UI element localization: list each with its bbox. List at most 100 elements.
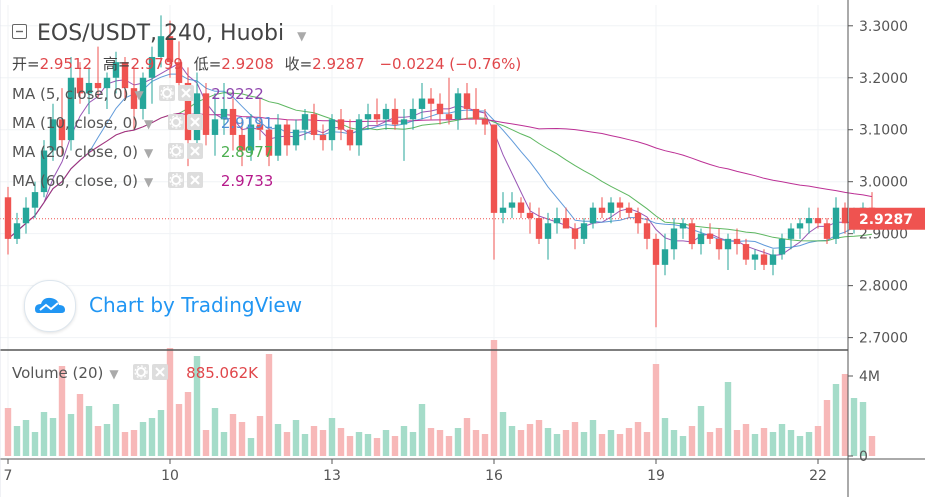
candle-body: [346, 129, 354, 146]
time-tick-label: 19: [647, 468, 665, 484]
indicator-ma10[interactable]: MA (10, close, 0) ▼ 2.9191: [12, 114, 273, 132]
chevron-down-icon[interactable]: ▼: [297, 29, 307, 43]
open-label: 开=: [12, 55, 40, 73]
gear-icon[interactable]: [168, 143, 185, 159]
chevron-down-icon[interactable]: ▼: [134, 88, 144, 102]
cloud-chart-icon: [35, 297, 65, 313]
symbol-legend[interactable]: EOS/USDT, 240, Huobi ▼: [12, 21, 316, 46]
volume-bar: [661, 418, 669, 456]
volume-bar: [850, 398, 858, 456]
chevron-down-icon[interactable]: ▼: [144, 175, 154, 189]
high-label: 高=: [102, 55, 131, 73]
indicator-ma60[interactable]: MA (60, close, 0) ▼ 2.9733: [12, 172, 273, 190]
volume-bar: [643, 432, 651, 456]
candle-body: [454, 93, 462, 120]
open-value: 2.9512: [39, 55, 93, 73]
candle-body: [805, 218, 813, 224]
volume-bar: [742, 424, 750, 456]
gear-icon[interactable]: [133, 364, 150, 380]
low-label: 低=: [193, 55, 222, 73]
volume-bar: [49, 418, 57, 456]
indicator-label: MA (60, close, 0): [12, 172, 139, 190]
close-icon[interactable]: [187, 143, 204, 159]
candle-body: [580, 223, 588, 239]
volume-bar: [256, 416, 264, 456]
close-icon[interactable]: [187, 114, 204, 130]
volume-bar: [391, 436, 399, 456]
candle-body: [103, 77, 111, 89]
candle-body: [499, 207, 507, 213]
candle-body: [832, 207, 840, 239]
candle-body: [796, 223, 804, 229]
volume-bar: [634, 422, 642, 456]
volume-bar: [616, 434, 624, 456]
price-tick-label: 2.9000: [859, 227, 908, 243]
watermark-text[interactable]: Chart by TradingView: [89, 293, 303, 317]
volume-bar: [139, 422, 147, 456]
gear-icon[interactable]: [168, 114, 185, 130]
tradingview-logo[interactable]: [24, 280, 76, 332]
volume-bar: [715, 428, 723, 456]
collapse-legend-icon[interactable]: [12, 24, 27, 39]
volume-bar: [292, 420, 300, 456]
volume-bar: [490, 340, 498, 456]
volume-bar: [571, 422, 579, 456]
volume-bar: [166, 348, 174, 456]
candle-body: [184, 82, 192, 141]
candle-body: [436, 103, 444, 115]
volume-bar: [535, 420, 543, 456]
time-tick-label: 16: [485, 468, 503, 484]
candle-body: [481, 119, 489, 125]
volume-bar: [760, 428, 768, 456]
volume-bar: [373, 438, 381, 456]
candle-body: [670, 228, 678, 250]
volume-bar: [283, 432, 291, 456]
candle-body: [535, 218, 543, 239]
volume-bar: [130, 430, 138, 456]
volume-bar: [733, 430, 741, 456]
candle-body: [400, 119, 408, 125]
close-icon[interactable]: [177, 85, 194, 101]
indicator-ma5[interactable]: MA (5, close, 0) ▼ 2.9222: [12, 85, 264, 103]
price-tick-label: 3.1000: [859, 123, 908, 139]
candle-body: [67, 77, 75, 141]
close-icon[interactable]: [152, 364, 169, 380]
indicator-ma20[interactable]: MA (20, close, 0) ▼ 2.8977: [12, 143, 273, 161]
volume-bar: [517, 430, 525, 456]
volume-label: Volume (20): [12, 364, 104, 382]
time-tick-label: 13: [323, 468, 341, 484]
candle-body: [265, 129, 273, 156]
price-tick-label: 3.3000: [859, 19, 908, 35]
volume-bar: [67, 414, 75, 456]
volume-bar: [688, 426, 696, 456]
volume-bar: [58, 366, 66, 456]
chevron-down-icon[interactable]: ▼: [144, 117, 154, 131]
volume-bar: [724, 382, 732, 456]
candle-body: [202, 93, 210, 135]
candle-body: [760, 254, 768, 265]
chevron-down-icon[interactable]: ▼: [144, 146, 154, 160]
volume-bar: [526, 424, 534, 456]
volume-bar: [418, 404, 426, 456]
candle-body: [22, 207, 30, 224]
chevron-down-icon[interactable]: ▼: [109, 367, 119, 381]
candle-body: [517, 202, 525, 213]
volume-bar: [463, 418, 471, 456]
candle-body: [697, 233, 705, 245]
candle-body: [166, 36, 174, 63]
volume-bar: [841, 374, 849, 456]
volume-bar: [103, 424, 111, 456]
volume-bar: [769, 432, 777, 456]
close-icon[interactable]: [187, 172, 204, 188]
candle-body: [247, 124, 255, 151]
gear-icon[interactable]: [158, 85, 175, 101]
volume-bar: [751, 434, 759, 456]
candle-body: [229, 108, 237, 135]
volume-bar: [40, 412, 48, 456]
gear-icon[interactable]: [168, 172, 185, 188]
volume-bar: [868, 436, 876, 456]
volume-legend[interactable]: Volume (20) ▼ 885.062K: [12, 364, 258, 382]
volume-bar: [796, 436, 804, 456]
